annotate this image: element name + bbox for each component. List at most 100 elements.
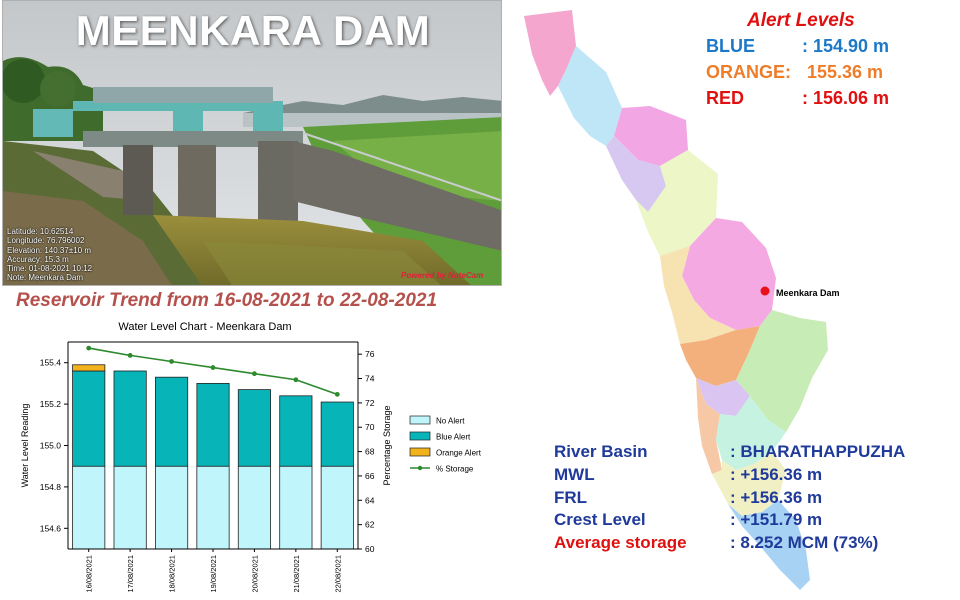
alert-red-label: RED bbox=[706, 88, 745, 108]
legend-swatch-no-alert bbox=[409, 415, 431, 425]
alert-orange-value: 155.36 m bbox=[802, 62, 884, 82]
x-tick-label-6: 22/08/2021 bbox=[333, 555, 342, 593]
bar-no-alert-5 bbox=[279, 465, 313, 550]
frl-value: : +156.36 m bbox=[730, 488, 823, 507]
bar-no-alert-3 bbox=[196, 465, 230, 550]
bar-no-alert-1 bbox=[113, 465, 147, 550]
bar-no-alert-4 bbox=[237, 465, 271, 550]
photo-time: Time: 01-08-2021 10:12 bbox=[7, 264, 93, 274]
river-basin-value: : BHARATHAPPUZHA bbox=[730, 442, 906, 461]
photo-elevation: Elevation: 140.37±10 m bbox=[7, 245, 91, 255]
bar-blue-alert-3 bbox=[196, 383, 230, 467]
x-tick-label-3: 19/08/2021 bbox=[209, 555, 218, 593]
river-basin-row: River Basin : BHARATHAPPUZHA bbox=[554, 442, 905, 462]
district-alappuzha bbox=[696, 378, 722, 474]
alert-blue-value: : 154.90 m bbox=[802, 36, 890, 56]
reservoir-trend-heading: Reservoir Trend from 16-08-2021 to 22-08… bbox=[16, 290, 438, 311]
storage-point-4 bbox=[252, 371, 257, 377]
district-ernakulam bbox=[680, 326, 760, 386]
photo-title: MEENKARA DAM bbox=[75, 7, 431, 54]
average-storage-value: : 8.252 MCM (73%) bbox=[730, 533, 879, 552]
bar-blue-alert-1 bbox=[113, 370, 147, 467]
frl-label: FRL bbox=[554, 488, 588, 507]
meenkara-dam-map-label: Meenkara Dam bbox=[776, 288, 840, 298]
photo-latitude: Latitude: 10.62514 bbox=[7, 227, 74, 236]
y-tick-label-0: 154.6 bbox=[40, 523, 62, 533]
y-tick-label-3: 155.2 bbox=[40, 399, 62, 409]
storage-point-6 bbox=[334, 391, 340, 397]
alert-orange-label: ORANGE: bbox=[706, 62, 791, 82]
kerala-district-map bbox=[524, 10, 828, 590]
dam-photo-image bbox=[3, 1, 501, 285]
photo-metadata: Latitude: 10.62514 Longitude: 76.796002 … bbox=[7, 227, 92, 283]
storage-point-5 bbox=[293, 377, 299, 383]
district-thiruvananthapuram bbox=[728, 500, 810, 590]
alert-blue-row: BLUE : 154.90 m bbox=[706, 36, 889, 57]
district-thrissur bbox=[660, 246, 736, 344]
photo-watermark: Powered by NoteCam bbox=[401, 271, 484, 280]
dam-photo: MEENKARA DAM Latitude: 10.62514 Longitud… bbox=[2, 0, 502, 286]
photo-note: Note: Meenkara Dam bbox=[7, 273, 84, 283]
bar-no-alert-0 bbox=[72, 465, 106, 550]
mwl-label: MWL bbox=[554, 465, 595, 484]
x-tick-label-0: 16/08/2021 bbox=[85, 555, 94, 593]
y2-tick-label-3: 66 bbox=[365, 471, 375, 481]
legend-marker-storage bbox=[417, 465, 423, 471]
storage-point-3 bbox=[210, 365, 216, 370]
legend-label-blue-alert: Blue Alert bbox=[436, 433, 471, 442]
water-level-chart-svg: Water Level Chart - Meenkara Dam 154.6 154… bbox=[20, 321, 482, 593]
mwl-value: : +156.36 m bbox=[730, 465, 823, 484]
x-tick-label-1: 17/08/2021 bbox=[126, 555, 135, 593]
storage-point-1 bbox=[127, 352, 133, 358]
district-palakkad bbox=[682, 218, 776, 330]
legend-swatch-blue-alert bbox=[409, 431, 431, 441]
legend-swatch-orange-alert bbox=[409, 447, 431, 457]
y-tick-label-2: 155.0 bbox=[40, 441, 62, 451]
bar-blue-alert-0 bbox=[72, 370, 106, 467]
district-kozhikode bbox=[606, 136, 666, 212]
y2-tick-label-8: 76 bbox=[365, 349, 375, 359]
district-kollam bbox=[712, 452, 786, 516]
bar-blue-alert-5 bbox=[279, 395, 313, 467]
alert-red-row: RED : 156.06 m bbox=[706, 88, 889, 109]
y2-tick-label-5: 70 bbox=[365, 422, 375, 432]
bar-no-alert-2 bbox=[155, 465, 189, 550]
y2-tick-label-2: 64 bbox=[365, 495, 375, 505]
y2-tick-label-7: 74 bbox=[365, 374, 375, 384]
crest-level-row: Crest Level: +151.79 m bbox=[554, 510, 822, 530]
district-wayanad bbox=[614, 106, 688, 166]
y2-tick-label-4: 68 bbox=[365, 447, 375, 457]
alert-blue-label: BLUE bbox=[706, 36, 755, 56]
bar-no-alert-6 bbox=[320, 465, 354, 550]
x-tick-label-4: 20/08/2021 bbox=[250, 555, 259, 593]
river-basin-label: River Basin bbox=[554, 442, 648, 461]
crest-level-value: : +151.79 m bbox=[730, 510, 823, 529]
bar-blue-alert-4 bbox=[237, 389, 271, 467]
chart-title: Water Level Chart - Meenkara Dam bbox=[118, 321, 291, 333]
district-kasaragod bbox=[524, 10, 576, 96]
district-pathanamthitta bbox=[716, 396, 786, 470]
bar-orange-alert-0 bbox=[72, 364, 106, 372]
legend-label-orange-alert: Orange Alert bbox=[436, 449, 482, 458]
x-tick-label-5: 21/08/2021 bbox=[292, 555, 301, 593]
alert-orange-row: ORANGE: 155.36 m bbox=[706, 62, 883, 83]
photo-accuracy: Accuracy: 15.3 m bbox=[7, 254, 69, 264]
average-storage-label: Average storage bbox=[554, 533, 687, 552]
alert-red-value: : 156.06 m bbox=[802, 88, 890, 108]
y2-axis-label: Percentage Storage bbox=[382, 405, 392, 485]
bar-blue-alert-6 bbox=[320, 401, 354, 467]
legend-label-storage: % Storage bbox=[436, 465, 474, 474]
y-tick-label-4: 155.4 bbox=[40, 358, 62, 368]
storage-point-2 bbox=[169, 359, 174, 364]
meenkara-dam-marker bbox=[760, 286, 770, 296]
x-tick-label-2: 18/08/2021 bbox=[168, 555, 177, 593]
y2-tick-label-0: 60 bbox=[365, 544, 375, 554]
y2-tick-label-6: 72 bbox=[365, 398, 375, 408]
alert-levels-title: Alert Levels bbox=[747, 10, 855, 31]
water-level-chart: Water Level Chart - Meenkara Dam 154.6 154… bbox=[0, 314, 500, 600]
bar-blue-alert-2 bbox=[155, 376, 189, 467]
district-idukki bbox=[736, 310, 828, 432]
district-malappuram bbox=[636, 150, 718, 256]
frl-row: FRL : +156.36 m bbox=[554, 488, 822, 508]
district-kannur bbox=[558, 46, 622, 146]
